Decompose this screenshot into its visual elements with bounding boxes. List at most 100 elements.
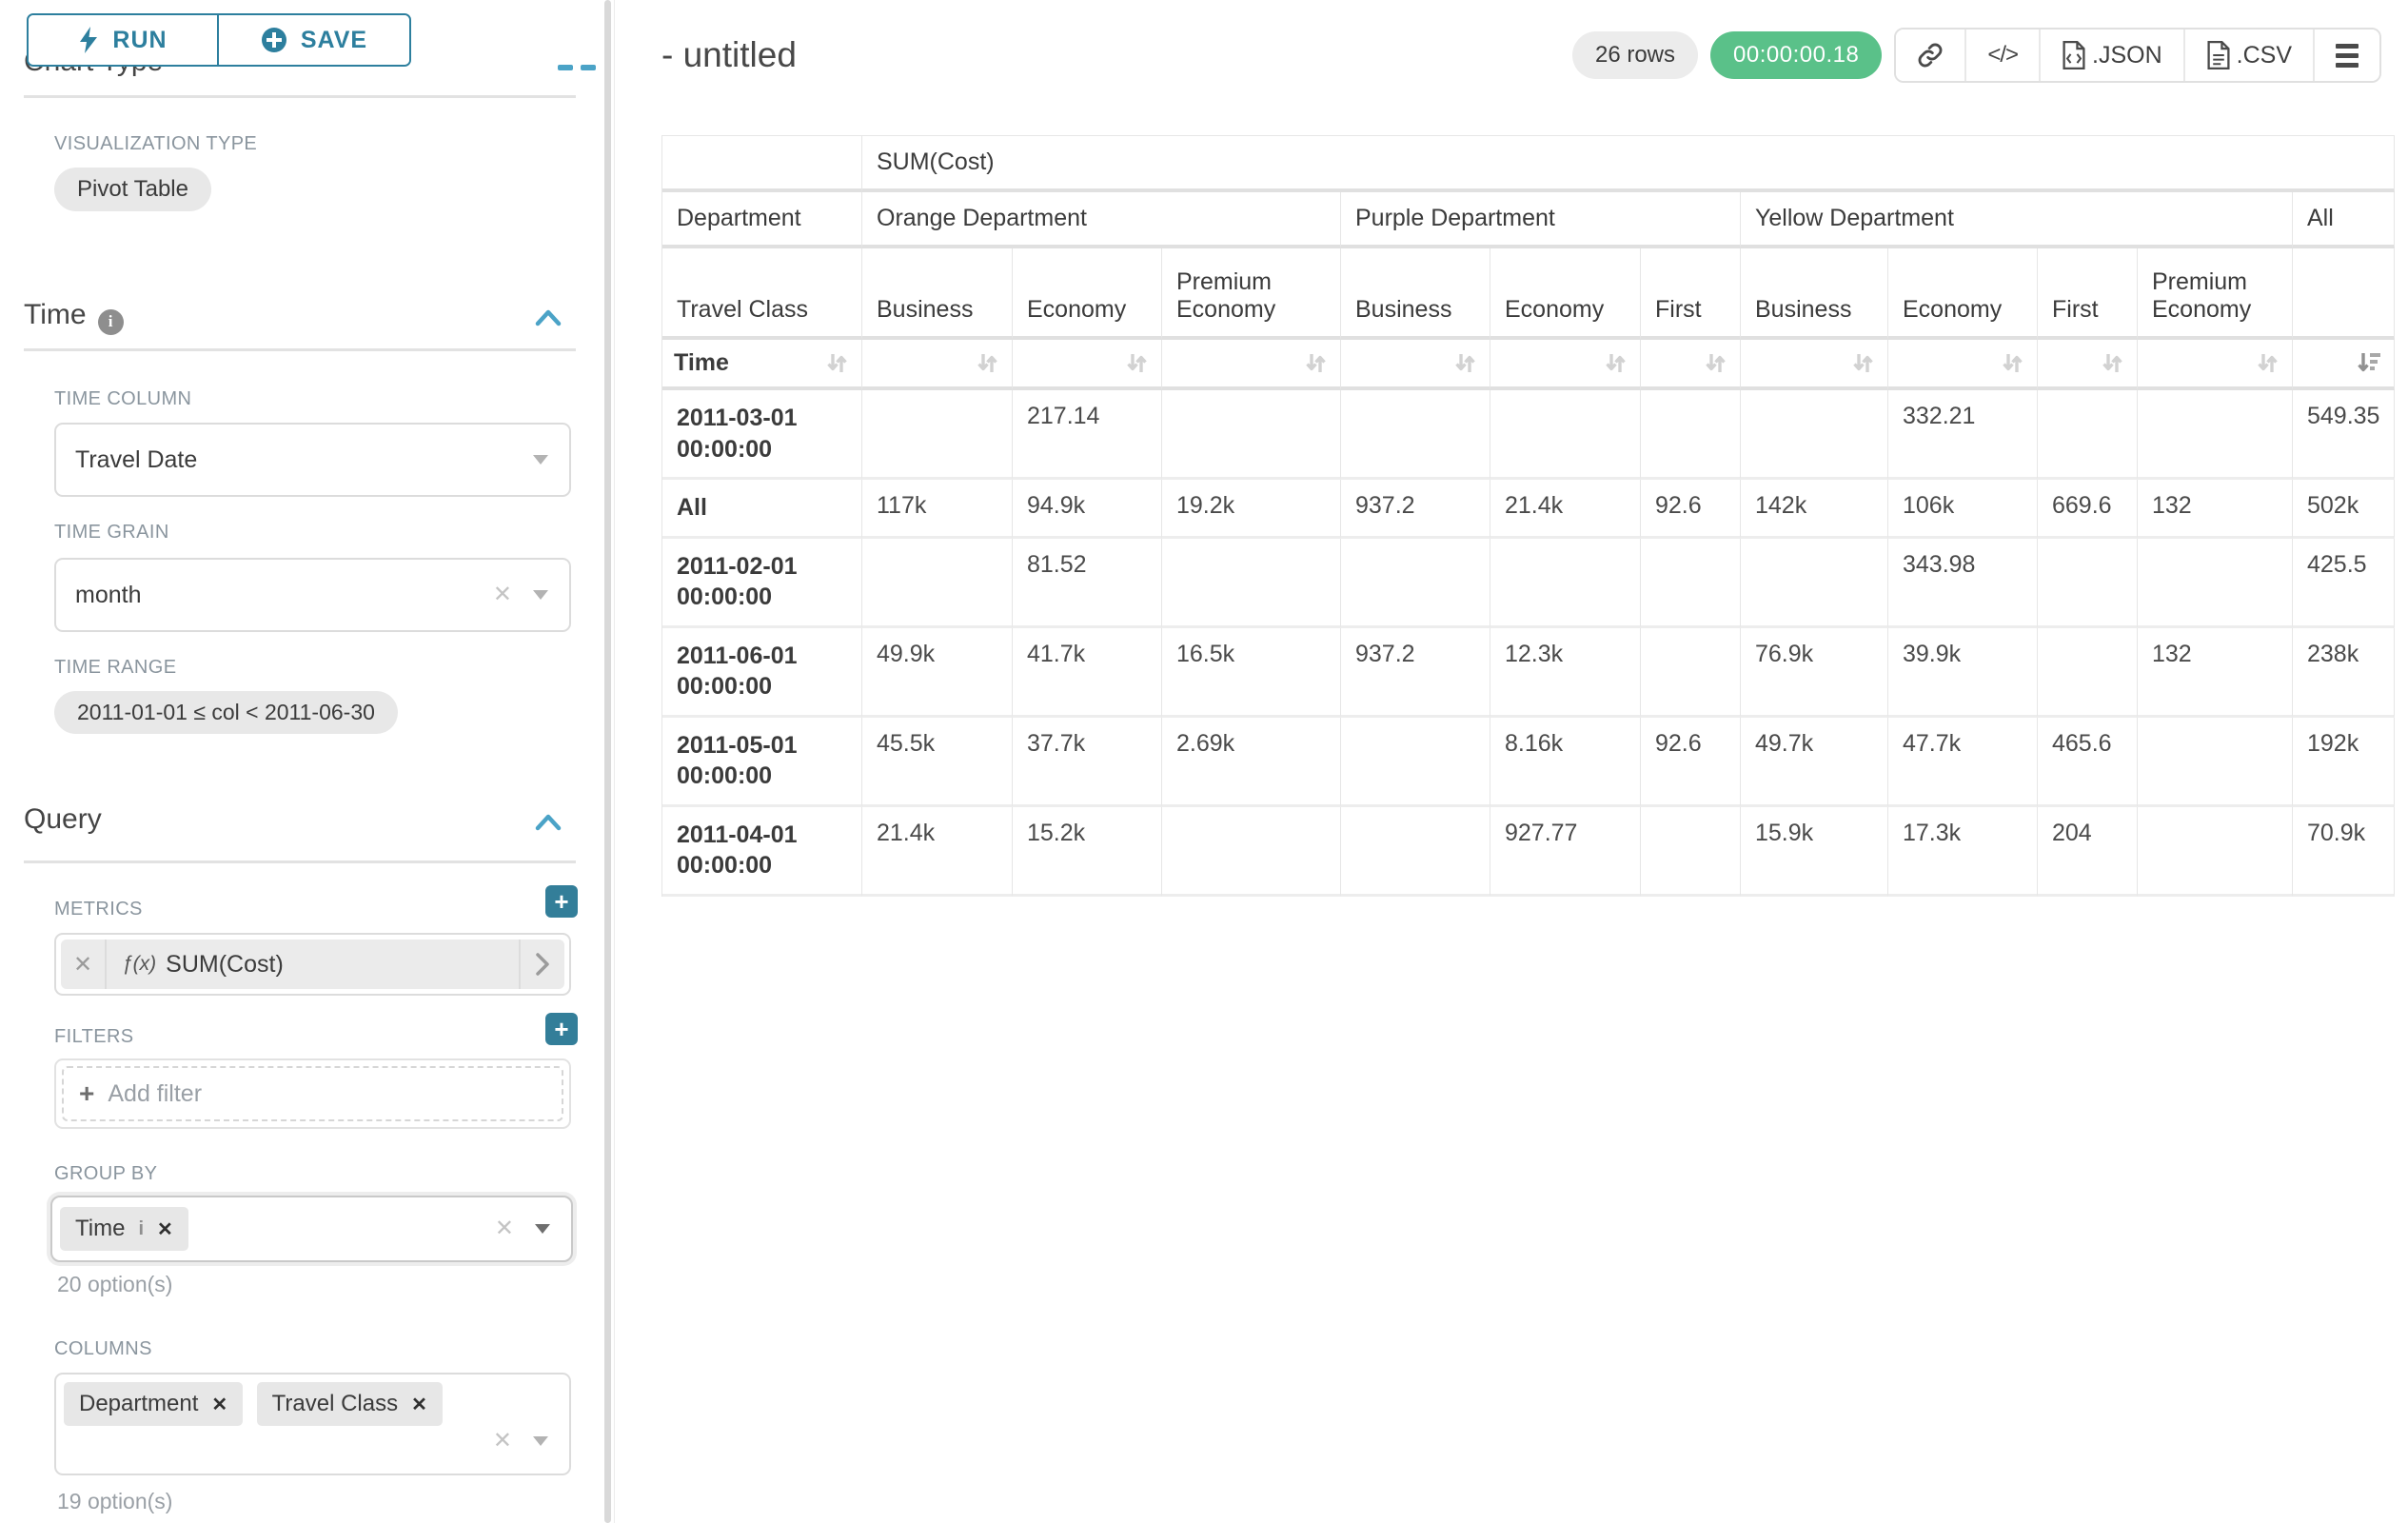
cell: 142k (1741, 480, 1888, 539)
column-sort-header[interactable] (1741, 340, 1888, 390)
sort-icon[interactable] (1303, 350, 1329, 376)
menu-icon (2336, 43, 2359, 68)
time-range-label: TIME RANGE (54, 657, 177, 678)
remove-tag-icon[interactable]: ✕ (157, 1218, 173, 1240)
cell (1741, 538, 1888, 628)
column-sort-header[interactable] (862, 340, 1013, 390)
add-filter-plus-button[interactable]: + (545, 1013, 578, 1045)
metrics-container: ✕ ƒ(x) SUM(Cost) (54, 933, 571, 996)
cell: 92.6 (1641, 717, 1741, 807)
sort-icon[interactable] (1452, 350, 1478, 376)
metric-label[interactable]: ƒ(x) SUM(Cost) (107, 940, 519, 989)
sort-icon[interactable] (975, 350, 1000, 376)
cell: 132 (2138, 480, 2293, 539)
chevron-down-icon[interactable] (535, 1224, 550, 1234)
columns-select[interactable]: Department ✕ Travel Class ✕ ✕ (54, 1373, 571, 1475)
clear-icon[interactable]: ✕ (492, 1428, 512, 1454)
clear-icon[interactable]: ✕ (494, 1216, 514, 1241)
export-button-group: </> .JSON (1894, 28, 2381, 83)
header-actions: 26 rows 00:00:00.18 </> (1571, 28, 2381, 83)
time-grain-select[interactable]: month ✕ (54, 558, 571, 632)
columns-tag[interactable]: Travel Class ✕ (256, 1382, 443, 1426)
remove-metric-icon[interactable]: ✕ (61, 940, 107, 989)
cell: 12.3k (1490, 627, 1641, 718)
sort-icon[interactable] (824, 350, 850, 376)
cell: 21.4k (862, 806, 1013, 897)
column-sort-header[interactable] (2138, 340, 2293, 390)
column-sort-header[interactable] (1888, 340, 2038, 390)
cell: 37.7k (1013, 717, 1162, 807)
filters-label: FILTERS (54, 1026, 134, 1047)
group-by-select[interactable]: Time i ✕ ✕ (50, 1196, 573, 1262)
more-menu-button[interactable] (2315, 30, 2379, 81)
code-icon: </> (1987, 42, 2019, 68)
columns-tag[interactable]: Department ✕ (64, 1382, 244, 1426)
travel-class-header: Business (1741, 248, 1888, 340)
time-column-select[interactable]: Travel Date (54, 423, 571, 497)
cell: 70.9k (2293, 806, 2396, 897)
short-link-button[interactable] (1896, 30, 1967, 81)
chevron-down-icon[interactable] (533, 455, 548, 465)
visualization-type-value[interactable]: Pivot Table (54, 168, 211, 211)
sort-icon[interactable] (2100, 350, 2125, 376)
add-filter-label: Add filter (108, 1079, 203, 1107)
info-icon: i (97, 308, 124, 335)
sort-icon[interactable] (1850, 350, 1876, 376)
csv-file-icon (2207, 41, 2230, 69)
filters-container: + Add filter (54, 1058, 571, 1129)
cell (1341, 806, 1490, 897)
view-query-button[interactable]: </> (1966, 30, 2042, 81)
department-axis-label: Department (662, 192, 862, 248)
chevron-down-icon[interactable] (533, 590, 548, 600)
time-range-value[interactable]: 2011-01-01 ≤ col < 2011-06-30 (54, 691, 398, 734)
chart-header: - untitled 26 rows 00:00:00.18 </> (661, 25, 2381, 86)
collapse-time-chevron-up-icon[interactable] (532, 307, 564, 329)
time-row-axis[interactable]: Time (662, 340, 862, 390)
export-json-button[interactable]: .JSON (2041, 30, 2185, 81)
cell: 502k (2293, 480, 2396, 539)
column-sort-header[interactable] (2293, 340, 2396, 390)
query-duration-badge: 00:00:00.18 (1710, 31, 1883, 79)
cell: 106k (1888, 480, 2038, 539)
column-sort-header[interactable] (1341, 340, 1490, 390)
sort-desc-icon[interactable] (2357, 350, 2382, 376)
column-sort-header[interactable] (1162, 340, 1341, 390)
remove-tag-icon[interactable]: ✕ (211, 1394, 228, 1415)
cell: 21.4k (1490, 480, 1641, 539)
column-sort-header[interactable] (1490, 340, 1641, 390)
remove-tag-icon[interactable]: ✕ (411, 1394, 427, 1415)
sort-icon[interactable] (1124, 350, 1150, 376)
sort-icon[interactable] (2255, 350, 2280, 376)
corner-cell (662, 136, 862, 192)
collapse-query-chevron-up-icon[interactable] (532, 811, 564, 834)
chevron-down-icon[interactable] (533, 1436, 548, 1446)
clear-icon[interactable]: ✕ (492, 582, 512, 607)
sort-icon[interactable] (1603, 350, 1628, 376)
travel-class-header: Business (862, 248, 1013, 340)
cell (2038, 627, 2138, 718)
pivot-table-container: SUM(Cost) Department Orange Department Purp… (661, 135, 2396, 897)
cell (862, 390, 1013, 480)
run-save-button-group: RUN SAVE (27, 13, 411, 67)
group-by-tag[interactable]: Time i ✕ (60, 1207, 188, 1251)
export-csv-button[interactable]: .CSV (2184, 30, 2315, 81)
column-sort-header[interactable] (1013, 340, 1162, 390)
pivot-table: SUM(Cost) Department Orange Department Purp… (661, 135, 2396, 897)
expand-metric-chevron-right-icon[interactable] (519, 940, 564, 989)
cell: 927.77 (1490, 806, 1641, 897)
sort-icon[interactable] (2000, 350, 2025, 376)
column-sort-header[interactable] (1641, 340, 1741, 390)
metric-pill[interactable]: ✕ ƒ(x) SUM(Cost) (61, 940, 564, 989)
query-section-heading: Query (24, 803, 102, 835)
save-button[interactable]: SAVE (219, 15, 409, 65)
add-metric-button[interactable]: + (545, 885, 578, 918)
sort-icon[interactable] (1703, 350, 1728, 376)
cell (1641, 806, 1741, 897)
cell: 332.21 (1888, 390, 2038, 480)
column-sort-header[interactable] (2038, 340, 2138, 390)
cell (2138, 538, 2293, 628)
run-button[interactable]: RUN (29, 15, 219, 65)
sidebar-scrollbar[interactable] (604, 0, 611, 1523)
add-filter-button[interactable]: + Add filter (62, 1066, 563, 1121)
